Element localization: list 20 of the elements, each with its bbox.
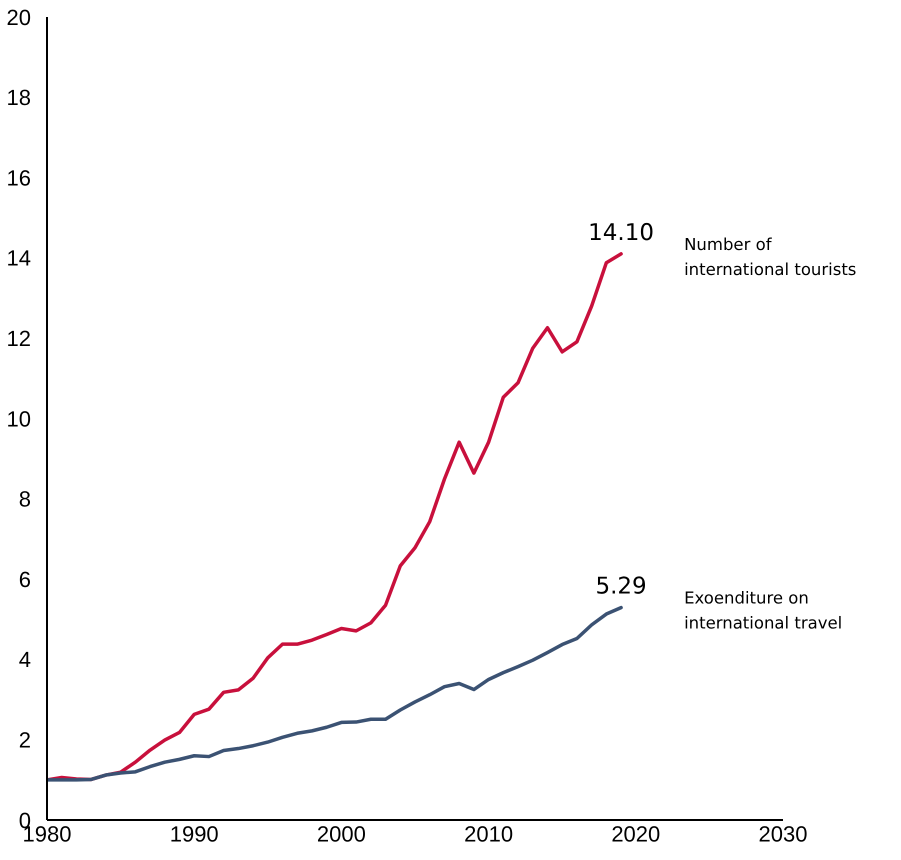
y-tick-label: 6 — [18, 566, 31, 592]
text: Exoenditure on international travel — [684, 588, 842, 633]
y-tick-label: 20 — [6, 4, 31, 30]
text: Number of international tourists — [684, 234, 856, 279]
x-tick-label: 2030 — [758, 822, 808, 847]
y-tick-label: 12 — [6, 326, 31, 352]
y-tick-label: 10 — [6, 406, 31, 432]
y-tick-label: 8 — [18, 486, 31, 512]
y-tick-label: 14 — [6, 246, 31, 271]
y-tick-label: 18 — [6, 85, 31, 110]
y-tick-label: 4 — [18, 647, 31, 672]
data-label: 14.10 — [588, 220, 654, 246]
y-tick-label: 2 — [18, 728, 31, 753]
x-tick-label: 2020 — [611, 822, 660, 847]
x-tick-label: 1990 — [170, 822, 219, 847]
data-label: 5.29 — [595, 574, 647, 600]
line-series — [47, 606, 623, 782]
x-tick-label: 2000 — [316, 822, 366, 847]
y-tick-label: 16 — [6, 165, 31, 190]
x-tick-label: 2010 — [464, 822, 514, 847]
